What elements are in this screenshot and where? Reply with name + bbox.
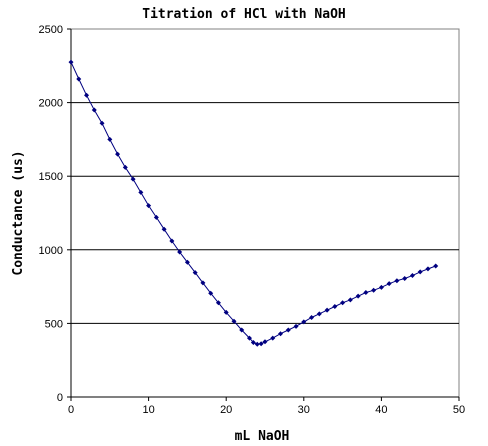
grid-lines bbox=[71, 102, 459, 324]
data-point bbox=[347, 297, 353, 303]
data-point bbox=[316, 311, 322, 317]
data-point bbox=[433, 263, 439, 269]
data-point bbox=[239, 327, 245, 333]
data-point bbox=[409, 273, 415, 279]
data-point bbox=[394, 278, 400, 284]
data-point bbox=[215, 300, 221, 306]
plot-area bbox=[70, 28, 460, 398]
axes bbox=[67, 28, 460, 401]
data-point bbox=[340, 300, 346, 306]
data-point bbox=[84, 92, 90, 98]
data-point bbox=[425, 266, 431, 272]
y-axis-label: Conductance (us) bbox=[11, 150, 26, 275]
data-point bbox=[68, 59, 74, 65]
data-point bbox=[122, 164, 128, 170]
y-tick-label: 2500 bbox=[39, 24, 63, 36]
y-tick-label: 1500 bbox=[39, 171, 63, 183]
x-tick-label: 50 bbox=[453, 404, 465, 416]
data-point bbox=[386, 281, 392, 287]
y-tick-label: 0 bbox=[57, 392, 63, 404]
data-point bbox=[332, 303, 338, 309]
data-point bbox=[146, 203, 152, 209]
data-point bbox=[246, 335, 252, 341]
data-point bbox=[177, 249, 183, 255]
data-point bbox=[324, 307, 330, 313]
x-tick-label: 30 bbox=[298, 404, 310, 416]
data-point bbox=[161, 226, 167, 232]
data-point bbox=[231, 318, 237, 324]
data-point bbox=[169, 238, 175, 244]
data-point bbox=[208, 290, 214, 296]
data-series bbox=[68, 59, 439, 347]
data-point bbox=[250, 340, 256, 346]
data-point bbox=[130, 176, 136, 182]
x-tick-label: 20 bbox=[220, 404, 232, 416]
data-point bbox=[254, 341, 260, 347]
y-tick-label: 500 bbox=[45, 318, 63, 330]
data-point bbox=[138, 189, 144, 195]
data-point bbox=[270, 335, 276, 341]
x-tick-label: 10 bbox=[142, 404, 154, 416]
data-point bbox=[378, 284, 384, 290]
data-point bbox=[278, 331, 284, 337]
chart-title: Titration of HCl with NaOH bbox=[142, 7, 346, 22]
data-point bbox=[301, 319, 307, 325]
data-point bbox=[115, 151, 121, 157]
data-point bbox=[200, 280, 206, 286]
data-point bbox=[91, 107, 97, 113]
x-tick-label: 0 bbox=[68, 404, 74, 416]
data-point bbox=[363, 289, 369, 295]
data-point bbox=[184, 259, 190, 265]
x-tick-label: 40 bbox=[375, 404, 387, 416]
y-tick-label: 2000 bbox=[39, 98, 63, 110]
tick-labels: 0 500 1000 1500 2000 2500 0 10 20 30 40 50 bbox=[39, 24, 466, 416]
data-point bbox=[192, 270, 198, 276]
y-tick-label: 1000 bbox=[39, 245, 63, 257]
data-point bbox=[355, 293, 361, 299]
data-point bbox=[107, 136, 113, 142]
data-point bbox=[285, 327, 291, 333]
data-point bbox=[223, 309, 229, 315]
data-point bbox=[99, 120, 105, 126]
data-point bbox=[262, 339, 268, 345]
data-point bbox=[309, 315, 315, 321]
data-point bbox=[258, 341, 264, 347]
data-point bbox=[417, 269, 423, 275]
data-point bbox=[402, 276, 408, 282]
data-point bbox=[153, 214, 159, 220]
x-axis-label: mL NaOH bbox=[235, 429, 290, 444]
data-point bbox=[371, 287, 377, 293]
data-point bbox=[293, 323, 299, 329]
data-point bbox=[76, 76, 82, 82]
